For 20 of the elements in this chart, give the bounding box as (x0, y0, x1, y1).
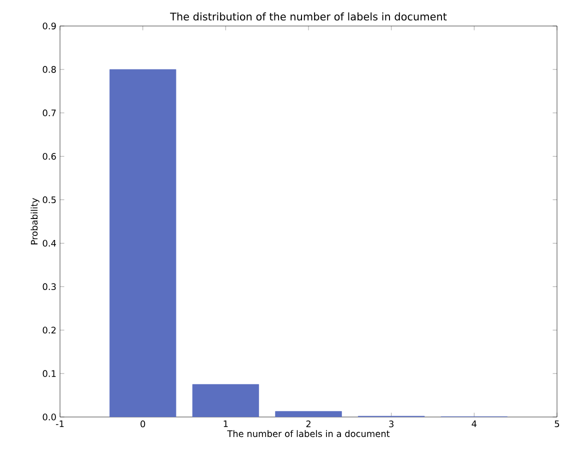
y-tick-label: 0.9 (42, 22, 56, 30)
chart-title: The distribution of the number of labels in document (170, 12, 447, 20)
y-tick-label: 0.4 (42, 240, 56, 247)
y-tick-label: 0.6 (42, 152, 56, 160)
x-tick-label: 0 (140, 420, 146, 428)
y-axis-title: Probability (30, 198, 40, 244)
y-tick-label: 0.1 (42, 370, 56, 377)
x-tick-label: 2 (306, 420, 310, 428)
x-tick-label: 5 (554, 420, 560, 428)
y-tick-label: 0.3 (42, 283, 56, 290)
x-tick-label: 3 (389, 420, 394, 428)
y-tick-label: 0.0 (42, 414, 56, 420)
x-axis-title: The number of labels in a document (227, 430, 390, 438)
x-tick-label: 1 (224, 420, 228, 428)
x-tick-label: 4 (472, 420, 477, 428)
y-tick-label: 0.8 (42, 66, 56, 73)
y-tick-label: 0.2 (42, 326, 56, 334)
y-tick-label: 0.5 (42, 196, 56, 204)
x-tick-label: -1 (56, 420, 64, 428)
y-tick-label: 0.7 (42, 109, 56, 116)
